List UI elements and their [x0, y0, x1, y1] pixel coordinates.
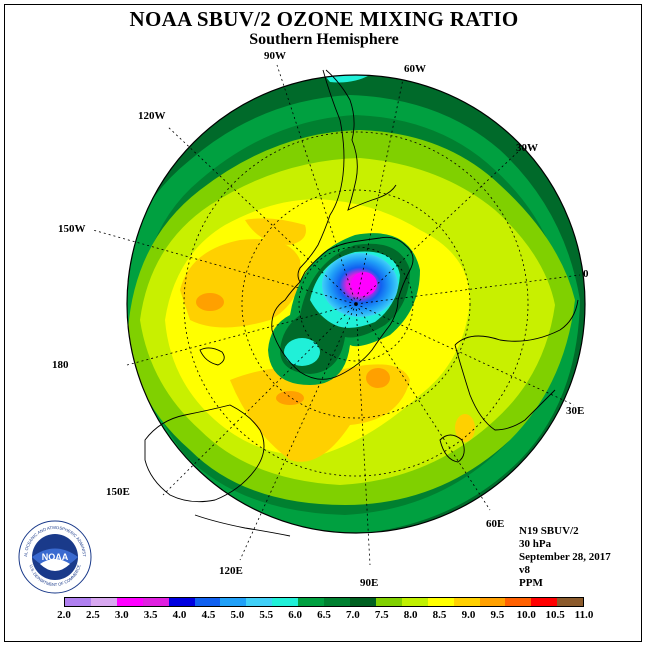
color-scale-tick-label: 2.0 — [57, 609, 71, 621]
figure-frame — [4, 4, 642, 642]
color-swatch — [116, 598, 143, 606]
coast-madagascar — [439, 434, 465, 463]
lat-circle-80s — [298, 246, 414, 362]
color-swatch — [349, 598, 376, 606]
band-9-0-north — [245, 218, 306, 245]
hole-secondary — [284, 338, 320, 366]
label-lon-30e: 30E — [566, 405, 585, 417]
metadata-block: N19 SBUV/2 30 hPa September 28, 2017 v8 … — [519, 525, 611, 590]
color-scale-tick-label: 9.5 — [490, 609, 505, 621]
noaa-logo-text: NOAA — [42, 552, 69, 562]
coast-south-america — [325, 69, 397, 211]
latitude-grid — [183, 131, 529, 477]
color-swatch — [505, 598, 532, 606]
coast-peninsula — [297, 69, 345, 283]
coast-indonesia — [194, 514, 291, 537]
color-swatch — [90, 598, 117, 606]
color-scale-tick-label: 3.0 — [114, 609, 129, 621]
label-lon-0: 0 — [583, 268, 589, 280]
meridian-120e — [239, 303, 357, 561]
version-label: v8 — [519, 564, 530, 576]
meridian-90e — [355, 303, 371, 566]
color-swatch — [142, 598, 169, 606]
label-lon-30w: 30W — [516, 142, 538, 154]
color-swatch — [401, 598, 428, 606]
color-scale-tick-label: 8.5 — [432, 609, 447, 621]
color-swatch — [246, 598, 273, 606]
label-lon-90e: 90E — [360, 577, 379, 589]
color-scale-tick-label: 3.5 — [143, 609, 158, 621]
satellite-label: N19 SBUV/2 — [519, 525, 579, 537]
color-swatch — [557, 598, 584, 606]
color-swatch — [220, 598, 247, 606]
pressure-level-label: 30 hPa — [519, 538, 552, 550]
color-scale-tick-label: 7.5 — [374, 609, 389, 621]
band-9-0-south — [230, 364, 410, 462]
color-swatch — [479, 598, 506, 606]
noaa-seal-icon: NOAA NATIONAL OCEANIC AND ATMOSPHERIC AD… — [18, 520, 92, 594]
page-title: NOAA SBUV/2 OZONE MIXING RATIO — [129, 7, 519, 31]
coastlines — [144, 69, 579, 537]
coast-africa-north — [454, 299, 579, 346]
color-swatch — [531, 598, 558, 606]
color-scale-tick-label: 6.5 — [317, 609, 331, 621]
meridian-60w — [355, 78, 404, 305]
color-scale-tick-label: 2.5 — [86, 609, 100, 621]
coast-australia — [144, 404, 265, 503]
color-scale-tick-label: 4.5 — [201, 609, 216, 621]
meridian-150e — [162, 303, 357, 496]
label-lon-150w: 150W — [58, 223, 86, 235]
band-9-0-east — [455, 414, 475, 442]
color-swatch — [272, 598, 299, 606]
lat-circle-60s — [183, 131, 529, 477]
label-lon-90w: 90W — [264, 50, 286, 62]
coast-africa-south — [454, 344, 556, 431]
label-lon-150e: 150E — [106, 486, 130, 498]
coast-antarctica — [271, 236, 414, 380]
color-scale-tick-label: 4.0 — [172, 609, 187, 621]
color-scale-tick-label: 10.5 — [545, 609, 565, 621]
date-label: September 28, 2017 — [519, 551, 611, 563]
label-lon-60w: 60W — [404, 63, 426, 75]
map-boundary — [126, 74, 586, 534]
meridian-90w — [276, 64, 357, 305]
color-swatch — [65, 598, 91, 606]
label-lon-120w: 120W — [138, 110, 166, 122]
color-swatch — [168, 598, 195, 606]
color-scale-tick-label: 5.0 — [230, 609, 245, 621]
color-swatch — [427, 598, 454, 606]
color-scale-bar — [64, 597, 584, 607]
meridian-60e — [355, 303, 491, 511]
color-scale-tick-label: 11.0 — [574, 609, 594, 621]
color-swatch — [453, 598, 480, 606]
label-lon-180: 180 — [52, 359, 69, 371]
meridian-150w — [92, 229, 357, 305]
meridian-120w — [166, 125, 357, 305]
color-scale-tick-label: 10.0 — [516, 609, 536, 621]
page-subtitle: Southern Hemisphere — [249, 31, 399, 48]
band-9-5-west — [196, 293, 224, 311]
color-scale-tick-label: 7.0 — [346, 609, 360, 621]
color-swatch — [375, 598, 402, 606]
color-scale-tick-label: 9.0 — [461, 609, 476, 621]
band-9-5-south — [276, 391, 304, 405]
coast-new-zealand — [199, 347, 225, 366]
color-swatch — [194, 598, 221, 606]
lat-circle-70s — [241, 189, 471, 419]
color-swatch — [298, 598, 325, 606]
color-scale-tick-label: 8.0 — [403, 609, 418, 621]
hole-minimum — [351, 272, 377, 296]
band-9-5-east — [366, 368, 390, 388]
color-scale-tick-label: 5.5 — [259, 609, 274, 621]
label-lon-120e: 120E — [219, 565, 243, 577]
label-lon-60e: 60E — [486, 518, 505, 530]
color-swatch — [324, 598, 350, 606]
color-scale-tick-label: 6.0 — [288, 609, 302, 621]
units-label: PPM — [519, 577, 543, 589]
